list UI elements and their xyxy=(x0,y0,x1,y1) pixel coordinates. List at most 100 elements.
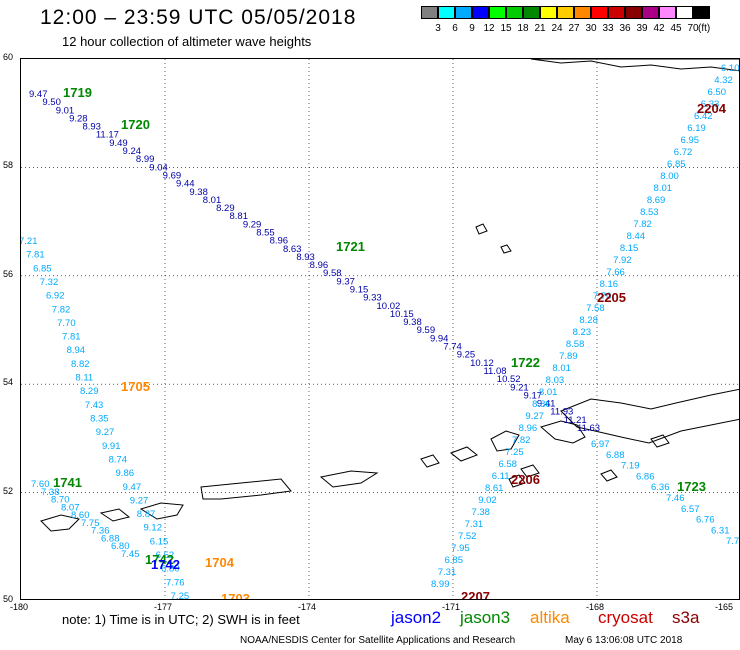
wave-height-value: 8.60 xyxy=(71,510,90,521)
pass-id-label: 1720 xyxy=(121,117,150,132)
pass-id-label: 1704 xyxy=(205,555,235,570)
wave-height-value: 6.50 xyxy=(708,87,727,98)
satellite-name: jason2 xyxy=(391,608,442,627)
legend-swatch xyxy=(472,6,489,19)
coastline xyxy=(319,470,379,488)
legend-label: 15 xyxy=(500,23,512,34)
wave-height-value: 7.82 xyxy=(512,435,531,446)
legend-label: 6 xyxy=(452,23,458,34)
wave-height-value: 6.88 xyxy=(101,533,120,544)
wave-height-value: 10.15 xyxy=(390,309,414,320)
legend-swatch xyxy=(421,6,438,19)
wave-height-value: 9.44 xyxy=(176,179,195,190)
wave-height-value: 9.27 xyxy=(525,411,544,422)
wave-height-value: 8.16 xyxy=(600,279,619,290)
wave-height-value: 7.19 xyxy=(621,461,640,472)
wave-height-value: 6.86 xyxy=(636,471,655,482)
wave-height-value: 6.85 xyxy=(444,555,463,566)
lat-label: 58 xyxy=(3,160,14,171)
wave-height-value: 7.25 xyxy=(505,447,524,458)
wave-height-value: 8.96 xyxy=(310,260,329,271)
wave-height-value: 6.36 xyxy=(651,482,670,493)
wave-height-value: 8.69 xyxy=(647,195,666,206)
wave-height-value: 6.97 xyxy=(591,439,610,450)
wave-height-value: 6.19 xyxy=(687,123,706,134)
wave-height-value: 7.75 xyxy=(81,518,100,529)
legend-label: 21 xyxy=(534,23,546,34)
wave-height-value: 9.37 xyxy=(336,276,355,287)
pass-id-label: 2204 xyxy=(697,101,727,116)
wave-height-value: 9.15 xyxy=(350,285,369,296)
wave-height-value: 7.82 xyxy=(633,219,652,230)
wave-height-value: 11.63 xyxy=(577,423,600,434)
wave-height-value: 6.31 xyxy=(711,525,730,536)
wave-height-value: 8.03 xyxy=(546,375,565,386)
legend-swatch xyxy=(608,6,625,19)
legend-label: 33 xyxy=(602,23,614,34)
wave-height-value: 9.02 xyxy=(478,495,497,506)
wave-height-value: 9.38 xyxy=(403,317,422,328)
coastline xyxy=(40,514,80,532)
pass-id-label: 2206 xyxy=(511,472,540,487)
wave-height-value: 6.11 xyxy=(492,471,510,482)
coastline xyxy=(500,244,512,254)
map-title: 12:00 – 23:59 UTC 05/05/2018 xyxy=(40,6,357,29)
pass-id-label: 1742 xyxy=(145,552,174,567)
wave-height-value: 7.52 xyxy=(458,531,477,542)
wave-height-value: 8.23 xyxy=(573,327,592,338)
wave-height-value: 9.38 xyxy=(189,187,208,198)
wave-height-value: 7.38 xyxy=(471,507,490,518)
footer-note: note: 1) Time is in UTC; 2) SWH is in fe… xyxy=(62,612,300,627)
wave-height-value: 6.15 xyxy=(150,536,169,547)
legend-label: 18 xyxy=(517,23,529,34)
wave-height-value: 8.63 xyxy=(283,244,302,255)
legend-label: 3 xyxy=(435,23,441,34)
wave-height-value: 6.76 xyxy=(696,515,715,526)
wave-height-value: 9.29 xyxy=(243,219,261,230)
lon-label: -174 xyxy=(298,602,317,612)
wave-height-value: 8.53 xyxy=(640,207,659,218)
wave-height-value: 9.24 xyxy=(123,146,142,157)
legend-swatch xyxy=(557,6,574,19)
wave-height-value: 6.58 xyxy=(498,459,517,470)
wave-height-value: 7.45 xyxy=(121,549,140,560)
wave-height-value: 7.89 xyxy=(559,351,578,362)
wave-height-value: 6.88 xyxy=(606,450,625,461)
coastline xyxy=(650,434,670,448)
wave-height-value: 7.60 xyxy=(31,479,50,490)
wave-height-value: 8.01 xyxy=(654,183,673,194)
wave-height-value: 9.41 xyxy=(537,399,556,410)
legend-swatch xyxy=(659,6,676,19)
wave-height-value: 6.72 xyxy=(674,147,693,158)
wave-height-value: 8.44 xyxy=(627,231,646,242)
legend-label: 45 xyxy=(670,23,682,34)
wave-height-value: 7.36 xyxy=(91,526,110,537)
wave-height-value: 7.74 xyxy=(443,342,462,353)
coastline xyxy=(420,454,440,468)
lat-label: 50 xyxy=(3,594,14,604)
wave-height-value: 6.52 xyxy=(156,550,175,561)
coastline xyxy=(200,478,292,500)
map-panel: 9.47 9.50 9.01 9.28 8.93 11.17 9.49 9.24 8.99 9.0… xyxy=(20,58,740,600)
wave-height-value: 9.58 xyxy=(323,268,342,279)
wave-height-value: 9.12 xyxy=(143,523,162,534)
wave-height-value: 9.28 xyxy=(69,113,88,124)
coastline xyxy=(475,223,488,235)
wave-height-value: 8.01 xyxy=(203,195,222,206)
wave-height-value: 8.11 xyxy=(75,373,93,384)
wave-height-value: 8.01 xyxy=(539,387,558,398)
wave-height-value: 6.10 xyxy=(721,63,740,74)
satellite-name: jason3 xyxy=(460,608,511,627)
legend-swatch xyxy=(642,6,659,19)
wave-height-value: 8.29 xyxy=(216,203,235,214)
wave-height-value: 9.86 xyxy=(116,468,135,479)
legend-label: 9 xyxy=(469,23,475,34)
coastline xyxy=(508,474,526,488)
wave-height-value: 6.57 xyxy=(681,504,700,515)
wave-height-value: 8.96 xyxy=(270,236,289,247)
coastline xyxy=(490,430,520,452)
legend-swatch xyxy=(676,6,693,19)
wave-height-value: 7.66 xyxy=(606,267,625,278)
wave-height-value: 8.87 xyxy=(137,509,156,520)
wave-height-value: 8.61 xyxy=(485,483,504,494)
